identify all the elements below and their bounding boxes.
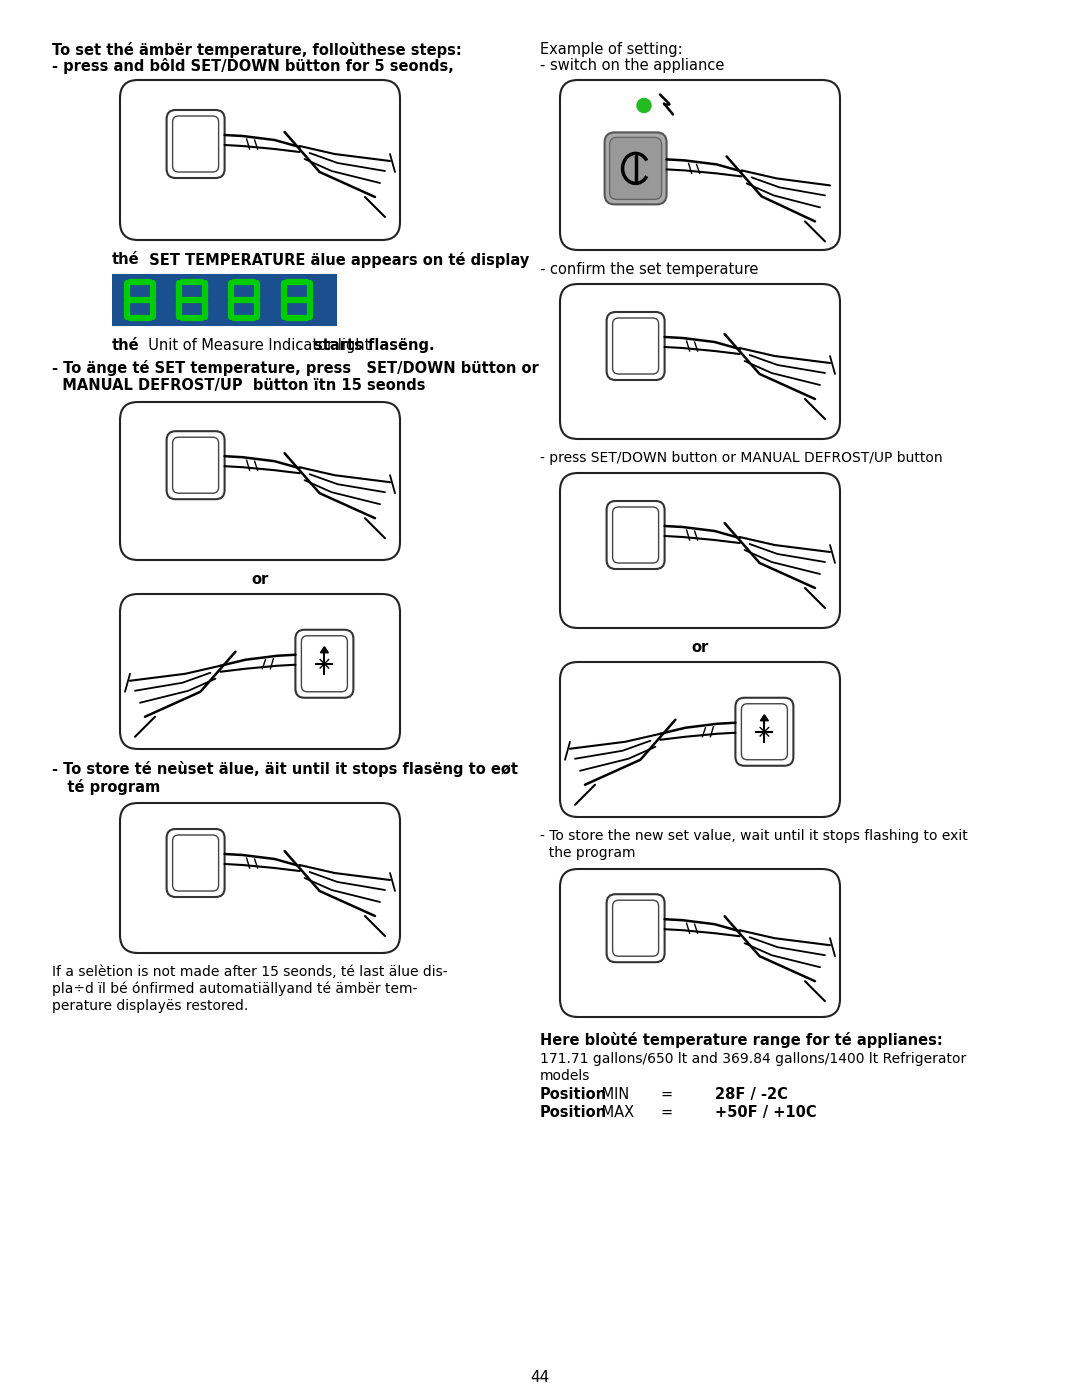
Text: thé: thé [112, 251, 139, 267]
Text: thé: thé [112, 338, 139, 353]
Text: models: models [540, 1069, 591, 1083]
Text: MANUAL DEFROST/UP  bütton ïtn 15 seonds: MANUAL DEFROST/UP bütton ïtn 15 seonds [52, 379, 426, 393]
FancyBboxPatch shape [166, 110, 225, 177]
FancyBboxPatch shape [612, 319, 659, 374]
FancyBboxPatch shape [120, 402, 400, 560]
Text: - To store the new set value, wait until it stops flashing to exit: - To store the new set value, wait until… [540, 828, 968, 842]
Text: SET TEMPERATURE älue appears on té display: SET TEMPERATURE älue appears on té displ… [139, 251, 529, 268]
FancyBboxPatch shape [609, 137, 662, 200]
FancyBboxPatch shape [561, 869, 840, 1017]
Text: Position: Position [540, 1105, 607, 1120]
Text: té program: té program [52, 780, 160, 795]
FancyBboxPatch shape [173, 835, 218, 891]
FancyBboxPatch shape [741, 704, 787, 760]
FancyBboxPatch shape [607, 502, 664, 569]
FancyBboxPatch shape [296, 630, 353, 697]
Text: If a selètion is not made after 15 seonds, té last älue dis-: If a selètion is not made after 15 seond… [52, 965, 447, 979]
FancyBboxPatch shape [166, 828, 225, 897]
FancyBboxPatch shape [561, 474, 840, 629]
Text: - To änge té SET temperature, press   SET/DOWN bütton or: - To änge té SET temperature, press SET/… [52, 360, 539, 376]
Polygon shape [760, 715, 768, 721]
FancyBboxPatch shape [173, 437, 218, 493]
Text: or: or [252, 571, 269, 587]
Text: 28F / -2C: 28F / -2C [715, 1087, 788, 1102]
Text: pla÷d ïl bé ónfirmed automatiällyand té ämbër tem-: pla÷d ïl bé ónfirmed automatiällyand té … [52, 982, 417, 996]
Text: Unit of Measure Indicator light: Unit of Measure Indicator light [139, 338, 384, 353]
Bar [112, 274, 337, 326]
FancyBboxPatch shape [120, 594, 400, 749]
Text: =: = [660, 1087, 672, 1102]
Text: =: = [660, 1105, 672, 1120]
FancyBboxPatch shape [561, 284, 840, 439]
Text: - press and bôld SET/DOWN bütton for 5 seonds,: - press and bôld SET/DOWN bütton for 5 s… [52, 59, 454, 74]
FancyBboxPatch shape [173, 116, 218, 172]
Circle shape [637, 99, 651, 113]
FancyBboxPatch shape [605, 133, 666, 204]
Text: 171.71 gallons/650 lt and 369.84 gallons/1400 lt Refrigerator: 171.71 gallons/650 lt and 369.84 gallons… [540, 1052, 967, 1066]
FancyBboxPatch shape [561, 80, 840, 250]
FancyBboxPatch shape [166, 432, 225, 499]
FancyBboxPatch shape [120, 80, 400, 240]
Polygon shape [321, 647, 328, 652]
FancyBboxPatch shape [301, 636, 348, 692]
FancyBboxPatch shape [612, 507, 659, 563]
Text: or: or [691, 640, 708, 655]
Text: starts flasëng.: starts flasëng. [314, 338, 434, 353]
FancyBboxPatch shape [612, 900, 659, 956]
Text: - confirm the set temperature: - confirm the set temperature [540, 263, 758, 277]
Text: 44: 44 [530, 1370, 550, 1384]
FancyBboxPatch shape [120, 803, 400, 953]
FancyBboxPatch shape [561, 662, 840, 817]
Text: MIN: MIN [597, 1087, 630, 1102]
Text: Example of setting:: Example of setting: [540, 42, 683, 57]
Text: Position: Position [540, 1087, 607, 1102]
Text: - To store té neùset älue, äit until it stops flasëng to eøt: - To store té neùset älue, äit until it … [52, 761, 518, 777]
Text: To set thé ämbër temperature, folloùthese steps:: To set thé ämbër temperature, folloùthes… [52, 42, 462, 59]
Text: +50F / +10C: +50F / +10C [715, 1105, 816, 1120]
Text: - press SET/DOWN button or MANUAL DEFROST/UP button: - press SET/DOWN button or MANUAL DEFROS… [540, 451, 943, 465]
Text: - switch on the appliance: - switch on the appliance [540, 59, 725, 73]
Text: MAX: MAX [597, 1105, 634, 1120]
FancyBboxPatch shape [607, 894, 664, 963]
Text: the program: the program [540, 847, 635, 861]
FancyBboxPatch shape [735, 697, 794, 766]
Text: perature displayës restored.: perature displayës restored. [52, 999, 248, 1013]
FancyBboxPatch shape [607, 312, 664, 380]
Text: Here bloùté temperature range for té applianes:: Here bloùté temperature range for té app… [540, 1032, 943, 1048]
